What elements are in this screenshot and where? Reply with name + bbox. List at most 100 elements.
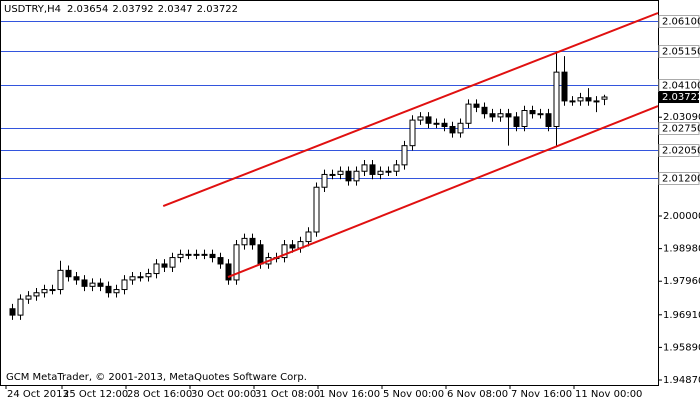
- candle-body: [241, 237, 248, 246]
- candle: [585, 88, 592, 106]
- candle: [65, 265, 72, 282]
- y-tick-label: 1.95890: [663, 342, 700, 353]
- candle: [9, 303, 16, 320]
- candle-body: [97, 282, 104, 287]
- candle-body: [81, 279, 88, 287]
- candle: [313, 182, 320, 237]
- candle: [161, 259, 168, 272]
- candle-body: [505, 113, 512, 118]
- candle-body: [105, 285, 112, 294]
- candle-body: [177, 253, 184, 259]
- candle: [337, 166, 344, 180]
- candle-body: [593, 100, 600, 103]
- candle-body: [161, 263, 168, 268]
- candle-body: [497, 113, 504, 118]
- candle-body: [289, 244, 296, 249]
- candle: [545, 108, 552, 132]
- candle-body: [377, 170, 384, 175]
- level-label: 2.02750: [662, 124, 700, 135]
- x-tick-label: 31 Oct 08:00: [255, 389, 320, 400]
- candle-body: [49, 289, 56, 292]
- candle-body: [433, 122, 440, 125]
- candle-body: [65, 269, 72, 278]
- candle-body: [561, 71, 568, 102]
- candle-body: [545, 113, 552, 127]
- candle: [409, 115, 416, 151]
- candle: [105, 281, 112, 298]
- candle: [41, 284, 48, 298]
- price-label-box: [659, 91, 699, 104]
- y-tick-label: 2.00000: [663, 211, 700, 222]
- candle: [385, 166, 392, 177]
- candle-body: [337, 170, 344, 175]
- ohlc-low: 2.0347: [158, 4, 193, 15]
- candle: [553, 51, 560, 148]
- level-label-box: [658, 45, 700, 58]
- candle: [425, 112, 432, 129]
- candle-body: [521, 110, 528, 127]
- candle-body: [209, 253, 216, 259]
- candle: [113, 284, 120, 298]
- candle: [361, 160, 368, 177]
- candle: [377, 166, 384, 180]
- candle-body: [169, 257, 176, 268]
- ohlc-open: 2.03654: [67, 4, 108, 15]
- candle-body: [281, 244, 288, 259]
- candle: [457, 118, 464, 138]
- candle-body: [33, 292, 40, 297]
- candle: [417, 112, 424, 125]
- level-label: 2.05150: [662, 47, 700, 58]
- candle-body: [425, 116, 432, 124]
- candle-body: [537, 113, 544, 116]
- candle-body: [329, 173, 336, 176]
- candle: [529, 105, 536, 119]
- candle-body: [313, 186, 320, 233]
- candle: [145, 268, 152, 282]
- candle: [153, 259, 160, 279]
- candle: [569, 96, 576, 106]
- candle-body: [473, 103, 480, 108]
- candle-body: [321, 173, 328, 188]
- candle-body: [225, 263, 232, 281]
- candle: [513, 112, 520, 132]
- candle-body: [25, 295, 32, 300]
- candle-body: [417, 116, 424, 121]
- candle-body: [345, 170, 352, 182]
- plot-frame: [0, 0, 659, 386]
- level-label: 2.01200: [662, 174, 700, 185]
- candle: [561, 56, 568, 106]
- candle-body: [401, 145, 408, 166]
- candle-body: [249, 237, 256, 246]
- candle-body: [9, 308, 16, 316]
- y-tick-label: 2.03090: [663, 112, 700, 123]
- candle-body: [553, 71, 560, 127]
- candle: [577, 92, 584, 106]
- candle-body: [577, 97, 584, 102]
- candle-body: [233, 244, 240, 281]
- candle: [465, 99, 472, 129]
- candle: [177, 249, 184, 263]
- candle-body: [353, 170, 360, 182]
- level-label-box: [658, 172, 700, 185]
- candle-body: [457, 122, 464, 134]
- candle-body: [185, 253, 192, 256]
- x-tick-label: 5 Nov 00:00: [383, 389, 444, 400]
- candle: [57, 260, 64, 295]
- y-tick-label: 1.98980: [663, 244, 700, 255]
- candle-body: [489, 113, 496, 118]
- candle: [137, 271, 144, 282]
- candle: [97, 278, 104, 292]
- y-tick-label: 1.94870: [663, 375, 700, 386]
- candle: [497, 108, 504, 122]
- candle-body: [201, 253, 208, 256]
- candle-body: [57, 269, 64, 291]
- candle: [305, 227, 312, 247]
- candle: [129, 271, 136, 285]
- candle: [233, 239, 240, 285]
- chart-header: USDTRY,H4 2.03654 2.03792 2.0347 2.03722: [4, 4, 238, 15]
- candle: [121, 275, 128, 295]
- candle-body: [217, 257, 224, 265]
- candle: [473, 99, 480, 113]
- candle-body: [73, 276, 80, 281]
